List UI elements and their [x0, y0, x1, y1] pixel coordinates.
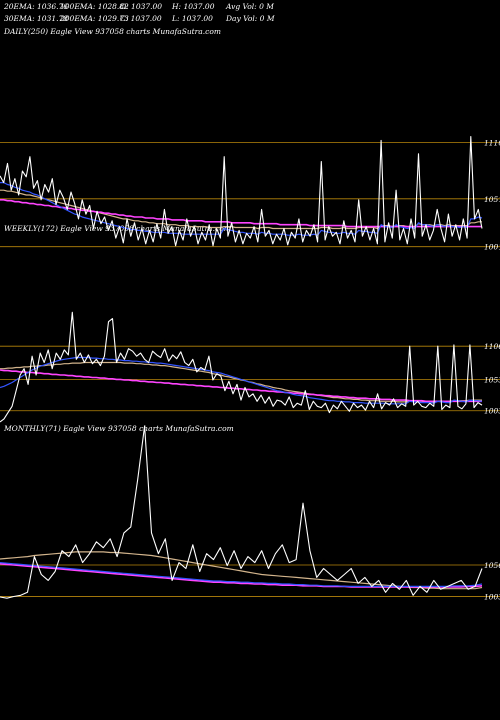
- daily-ema-short-line: [0, 182, 483, 236]
- weekly-ytick-1: 1053: [484, 375, 500, 384]
- header-low: L: 1037.00: [172, 14, 213, 23]
- weekly-ema-mid-line: [0, 361, 482, 403]
- header-30ema: 30EMA: 1031.78: [4, 14, 69, 23]
- header-day-vol: Day Vol: 0 M: [226, 14, 275, 23]
- weekly-ytick-2: 1003: [484, 407, 500, 416]
- header-20ema: 20EMA: 1036.76: [4, 2, 69, 11]
- daily-panel-label: DAILY(250) Eagle View 937058 charts Muna…: [4, 27, 221, 36]
- header-avg-vol: Avg Vol: 0 M: [226, 2, 274, 11]
- header-high: H: 1037.00: [172, 2, 215, 11]
- header-200ema: 200EMA: 1029.73: [60, 14, 129, 23]
- header-open: O: 1037.00: [120, 2, 163, 11]
- weekly-panel-label: WEEKLY(172) Eagle View 937058 charts Mun…: [4, 224, 231, 233]
- monthly-ytick-0: 1056: [484, 561, 500, 570]
- header-close: C: 1037.00: [120, 14, 162, 23]
- daily-price-line: [0, 136, 483, 247]
- monthly-panel-label: MONTHLY(71) Eagle View 937058 charts Mun…: [4, 424, 234, 433]
- header-100ema: 100EMA: 1028.82: [60, 2, 129, 11]
- monthly-price-line: [0, 425, 483, 599]
- weekly-ytick-0: 1106: [484, 342, 500, 351]
- weekly-ema-short-line: [0, 356, 483, 405]
- weekly-ema-long-line: [0, 369, 482, 403]
- monthly-ytick-1: 1003: [484, 592, 500, 601]
- weekly-price-line: [0, 311, 483, 423]
